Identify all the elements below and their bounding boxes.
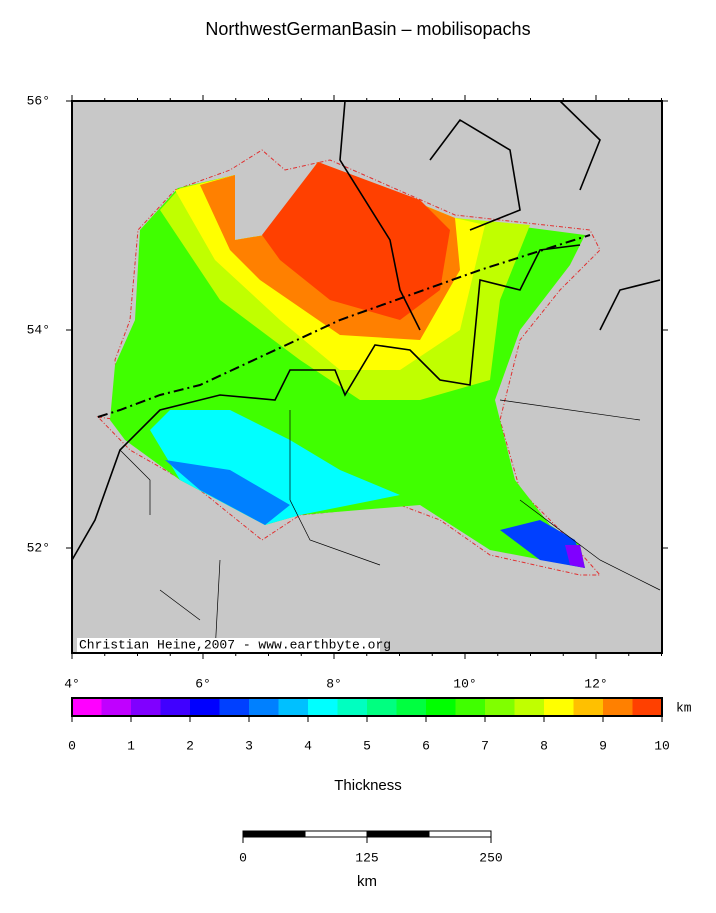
scale-segment [366, 830, 430, 838]
borders [119, 399, 661, 654]
colorbar-segment [573, 698, 604, 716]
colorbar-segment [544, 698, 574, 716]
colorbar-unit: km [676, 700, 692, 715]
colorbar-tick-label: 6 [422, 738, 430, 753]
colorbar-segment [485, 698, 515, 716]
colorbar-tick-label: 3 [245, 738, 253, 753]
colorbar-tick-label: 9 [599, 738, 607, 753]
scale-segment [242, 830, 306, 838]
scale-segment [428, 830, 492, 838]
colorbar-segment [426, 698, 456, 716]
colorbar-segment [131, 698, 161, 716]
thickness-10 [262, 162, 450, 320]
scale-segment [304, 830, 368, 838]
lat-label: 56° [27, 93, 50, 108]
lon-label: 4° [64, 676, 80, 691]
colorbar-label: Thickness [334, 777, 402, 794]
scale-tick-label: 250 [479, 850, 502, 865]
colorbar-tick-label: 8 [540, 738, 548, 753]
colorbar-segment [160, 698, 191, 716]
lon-label: 10° [453, 676, 476, 691]
lon-label: 6° [195, 676, 211, 691]
colorbar-segment [455, 698, 486, 716]
colorbar-segment [219, 698, 250, 716]
lat-label: 52° [27, 540, 50, 555]
colorbar-segment [514, 698, 545, 716]
credit-box [77, 638, 380, 652]
lat-label: 54° [27, 322, 50, 337]
colorbar-segment [603, 698, 633, 716]
colorbar-segment [396, 698, 427, 716]
colorbar-segment [249, 698, 279, 716]
colorbar-segment [337, 698, 368, 716]
colorbar-segment [190, 698, 220, 716]
colorbar-segment [278, 698, 309, 716]
colorbar-tick-label: 10 [654, 738, 670, 753]
lon-label: 12° [584, 676, 607, 691]
colorbar-tick-label: 2 [186, 738, 194, 753]
colorbar-segment [367, 698, 397, 716]
colorbar-segment [632, 698, 663, 716]
colorbar-tick-label: 1 [127, 738, 135, 753]
coastline [71, 100, 661, 561]
thickness-3-south [500, 520, 585, 568]
scale-tick-label: 0 [239, 850, 247, 865]
title: NorthwestGermanBasin – mobilisopachs [205, 19, 530, 39]
colorbar-segment [308, 698, 338, 716]
colorbar-segment [72, 698, 102, 716]
colorbar-segment [101, 698, 132, 716]
colorbar-tick-label: 7 [481, 738, 489, 753]
colorbar-tick-label: 5 [363, 738, 371, 753]
colorbar-tick-label: 4 [304, 738, 312, 753]
credit: Christian Heine,2007 - www.earthbyte.org [79, 637, 391, 652]
section-line [97, 234, 591, 418]
thickness-1 [565, 545, 585, 568]
scale-tick-label: 125 [355, 850, 378, 865]
thickness-3 [165, 460, 290, 525]
colorbar-tick-label: 0 [68, 738, 76, 753]
lon-label: 8° [326, 676, 342, 691]
scale-unit: km [357, 873, 377, 890]
map: Christian Heine,2007 - www.earthbyte.org [71, 100, 663, 654]
